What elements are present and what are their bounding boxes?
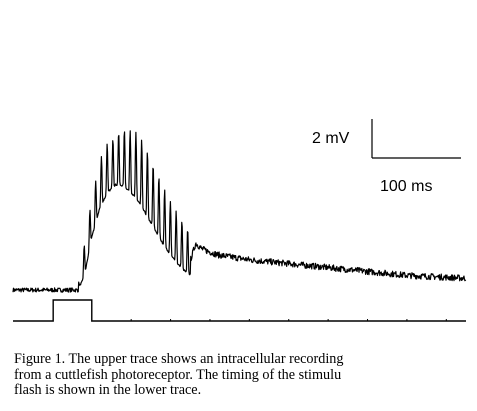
figure-plot: 2 mV 100 ms	[12, 119, 467, 322]
lower-trace-ticks	[130, 319, 447, 321]
scale-bar: 2 mV 100 ms	[312, 119, 461, 195]
caption-line-2: from a cuttlefish photoreceptor. The tim…	[14, 366, 342, 383]
lower-trace-stimulus	[13, 299, 466, 322]
scale-bar-voltage-label: 2 mV	[312, 130, 350, 147]
upper-trace-recording	[12, 130, 467, 293]
figure-caption: Figure 1. The upper trace shows an intra…	[14, 351, 474, 399]
scale-bar-time-label: 100 ms	[380, 178, 432, 195]
plot-area	[12, 130, 467, 322]
caption-line-1: Figure 1. The upper trace shows an intra…	[14, 351, 344, 367]
caption-line-3: flash is shown in the lower trace.	[14, 382, 202, 398]
